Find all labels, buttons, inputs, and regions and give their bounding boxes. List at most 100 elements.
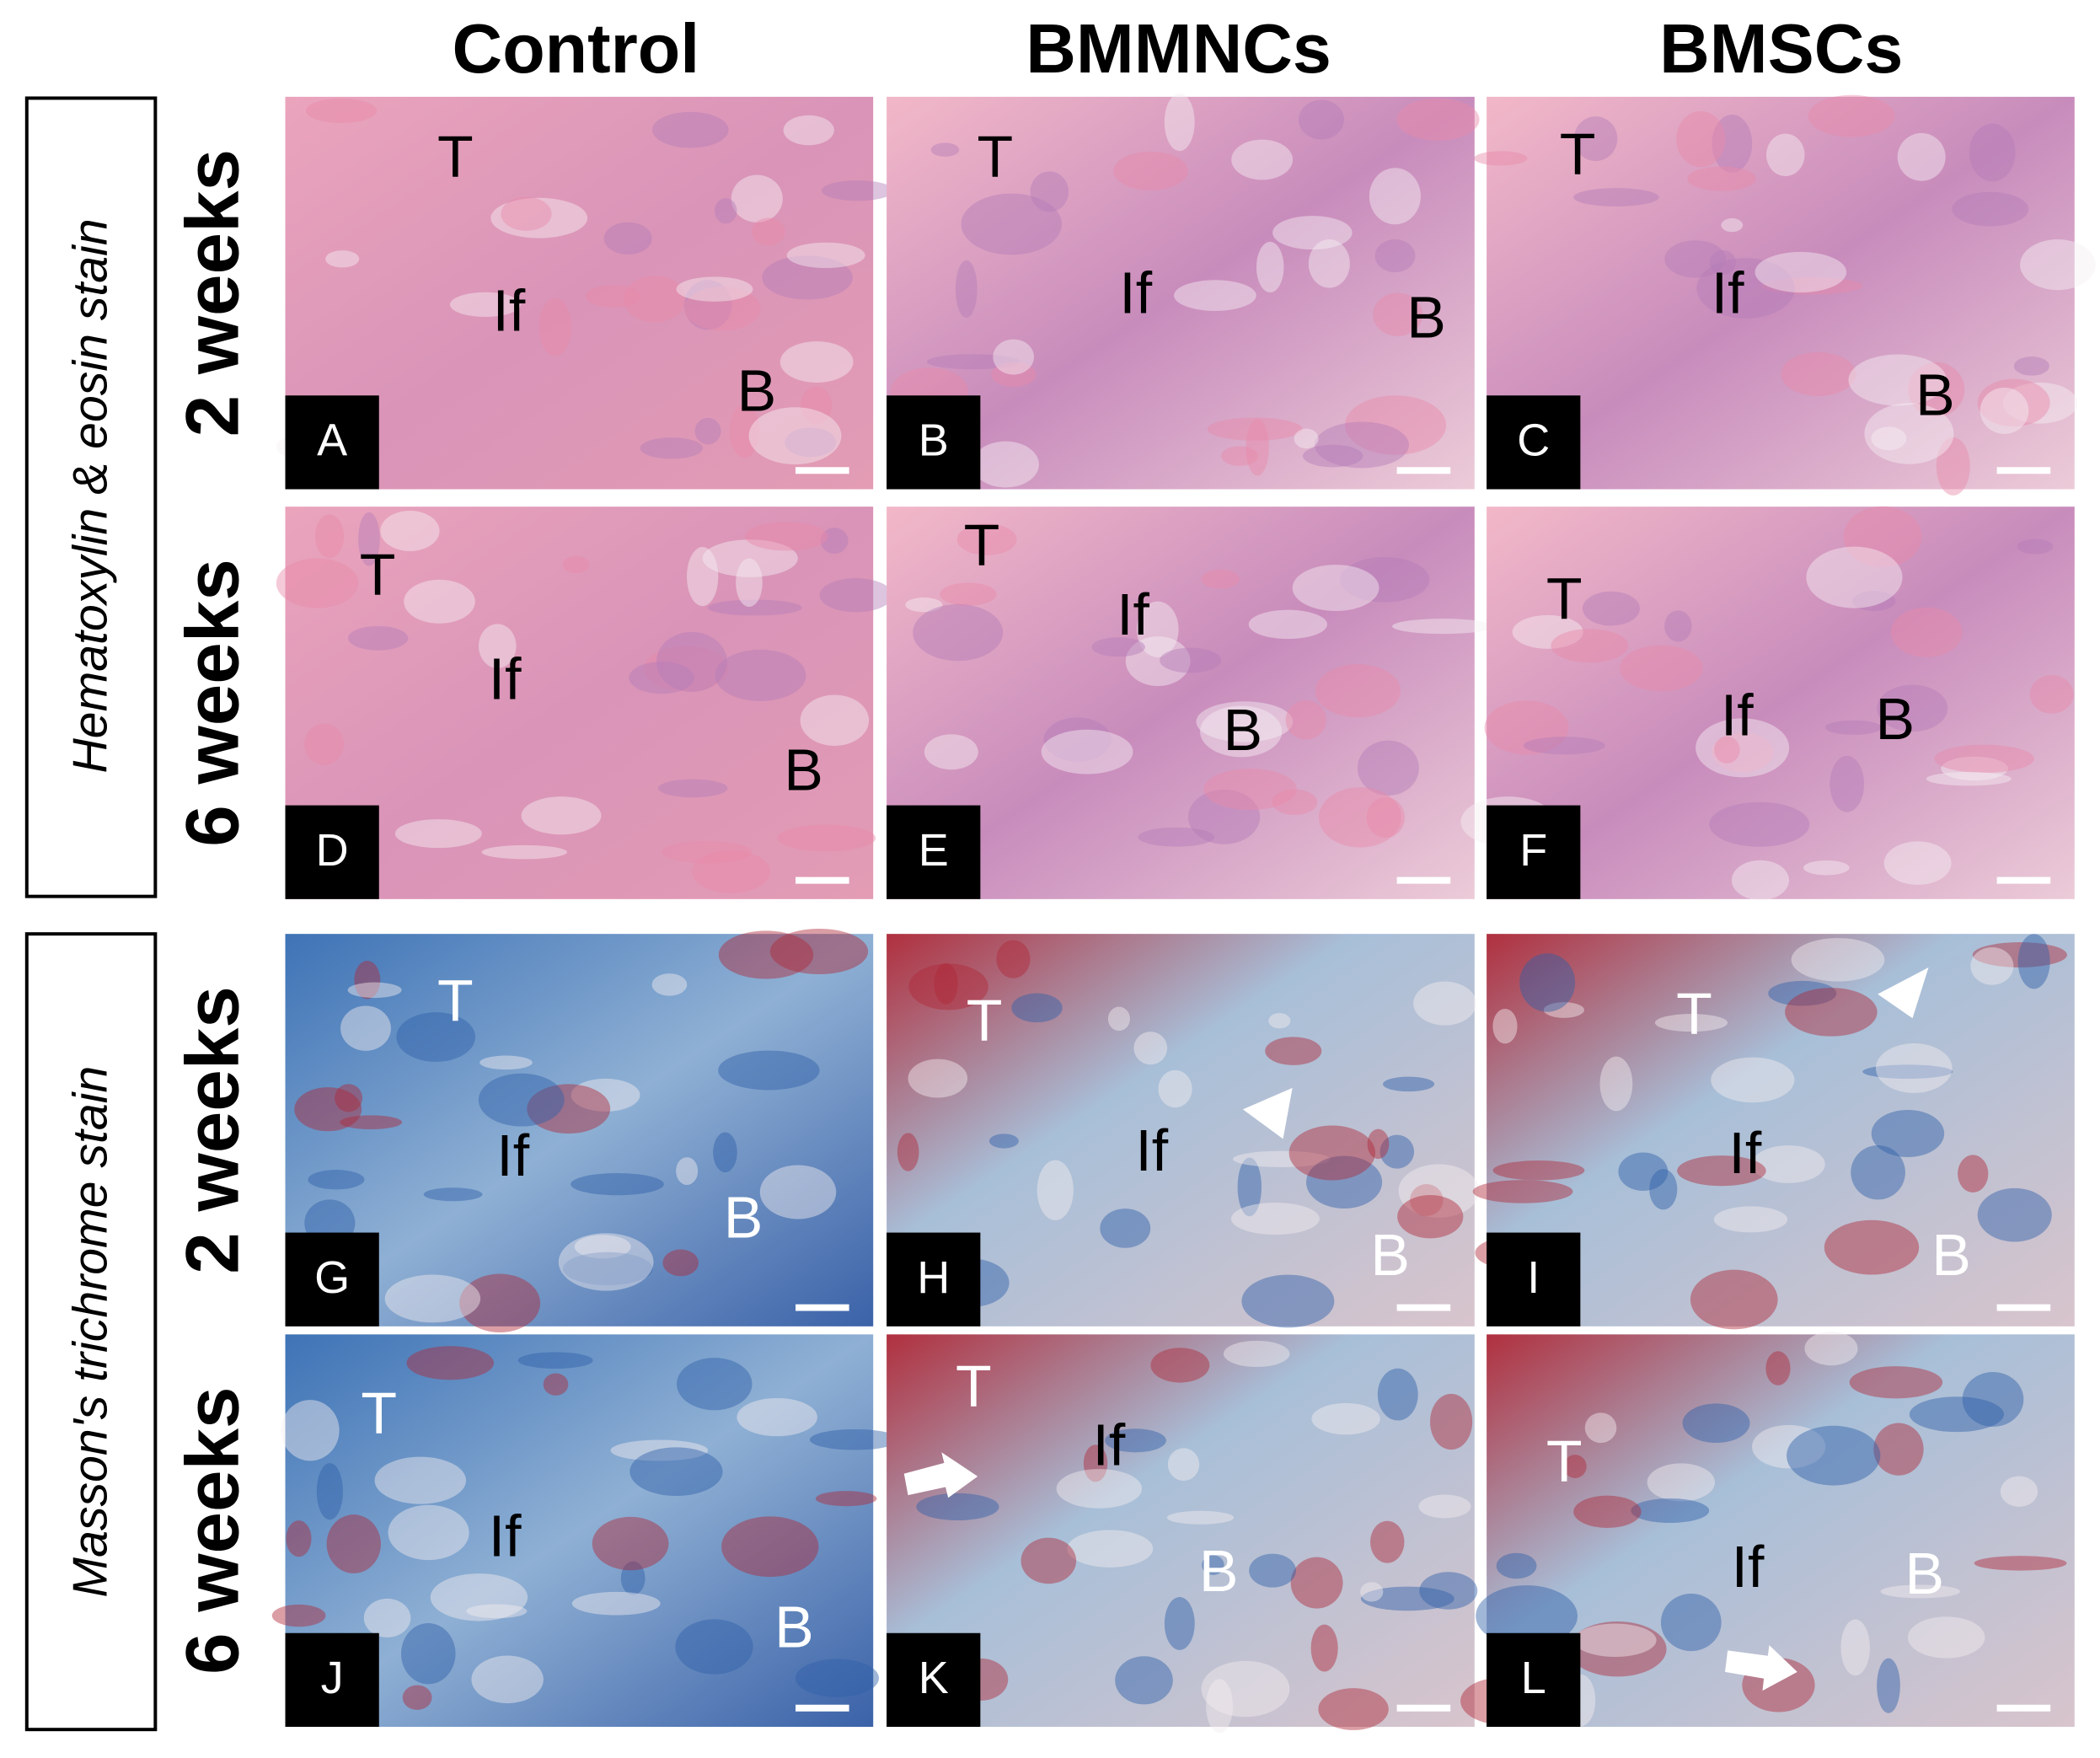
tissue-texture [276,558,359,608]
tissue-texture [718,930,814,979]
tissue-texture [1808,94,1895,137]
tissue-texture [1043,717,1112,762]
panel-letter: J [321,1653,344,1703]
tissue-texture [1958,1155,1989,1193]
tissue-texture [1201,1660,1290,1718]
tissue-texture [707,599,802,616]
tissue-texture [1272,216,1353,250]
tissue-texture [1107,1006,1130,1032]
tissue-texture [271,1604,326,1627]
tissue-texture [1138,827,1215,847]
tissue-texture [430,1573,528,1621]
tissue-texture [305,98,378,124]
tissue-texture [543,1373,569,1396]
micrograph-panel: C T If B [1474,94,2096,496]
tissue-texture [1340,556,1430,603]
tissue-texture [1067,1530,1154,1568]
tissue-texture [715,198,737,224]
column-header: Control [453,9,700,88]
tissue-texture [1977,378,2050,427]
tissue-texture [380,511,440,551]
tissue-texture [1294,428,1319,449]
tissue-texture [1373,292,1423,336]
tissue-texture [1397,1195,1464,1239]
tissue-texture [325,250,360,268]
tissue-texture [1871,1109,1945,1158]
tissue-texture [1696,258,1796,319]
tissue-texture [1909,1396,2005,1433]
tissue-texture [459,1273,541,1333]
tissue-texture [1573,188,1659,207]
tissue-texture [783,115,834,146]
tissue-texture [358,512,380,566]
tissue-texture [785,427,837,458]
tissue-label: B [1406,284,1446,350]
tissue-texture [1851,1144,1905,1200]
tissue-label: T [1560,121,1596,186]
tissue-texture [1410,1184,1444,1216]
tissue-texture [316,1463,344,1520]
tissue-texture [786,242,865,269]
tissue-texture [1199,705,1283,758]
tissue-texture [751,217,785,246]
tissue-label: If [1712,260,1744,326]
tissue-texture [1398,1164,1480,1218]
tissue-texture [1765,1351,1791,1385]
tissue-texture [478,1073,565,1127]
tissue-texture [1768,980,1837,1006]
tissue-texture [1150,1348,1210,1383]
tissue-texture [961,193,1062,255]
tissue-texture [521,796,602,835]
tissue-label: If [1721,682,1754,748]
tissue-texture [2000,1476,2038,1507]
tissue-label: If [1732,1534,1765,1600]
tissue-texture [1676,110,1726,168]
tissue-texture [1677,1155,1766,1187]
tissue-texture [571,1078,640,1112]
tissue-texture [1654,1014,1728,1032]
tissue-texture [1849,1366,1943,1399]
tissue-texture [993,339,1034,375]
tissue-texture [1383,1076,1435,1092]
tissue-texture [640,437,704,459]
tissue-texture [1370,1520,1405,1563]
micrograph-panel: K T If B [887,1334,1478,1734]
tissue-texture [1379,1134,1415,1169]
tissue-texture [1897,132,1946,181]
tissue-texture [1512,614,1583,649]
tissue-texture [1268,1013,1291,1029]
tissue-label: B [784,737,823,803]
tissue-texture [1829,755,1865,812]
tissue-texture [1647,1463,1716,1502]
tissue-texture [629,662,694,694]
tissue-texture [1115,1656,1173,1705]
tissue-texture [1926,771,2012,786]
tissue-texture [913,603,1004,662]
tissue-texture [527,1084,611,1134]
tissue-label: B [1931,1222,1971,1288]
tissue-texture [930,142,960,157]
tissue-texture [620,1561,646,1595]
tissue-texture [1690,1269,1778,1330]
tissue-texture [1230,1203,1320,1235]
tissue-texture [374,1456,467,1504]
tissue-label: T [956,1353,992,1419]
panel-letter: D [316,825,349,876]
tissue-texture [538,297,572,356]
tissue-texture [1496,1552,1537,1579]
tissue-texture [1824,1219,1920,1275]
tissue-texture [479,1055,533,1070]
tissue-texture [1631,1498,1710,1524]
tissue-label: T [967,988,1003,1053]
tissue-texture [1474,151,1528,166]
tissue-label: B [1876,686,1915,752]
tissue-texture [759,1165,837,1219]
tissue-texture [2017,934,2050,989]
arrowhead [1242,1087,1293,1139]
tissue-texture [1221,446,1258,466]
panel-letter-box [1487,1632,1581,1728]
tissue-texture [1318,1688,1389,1730]
tissue-texture [662,1249,699,1277]
tissue-texture [1308,239,1350,288]
